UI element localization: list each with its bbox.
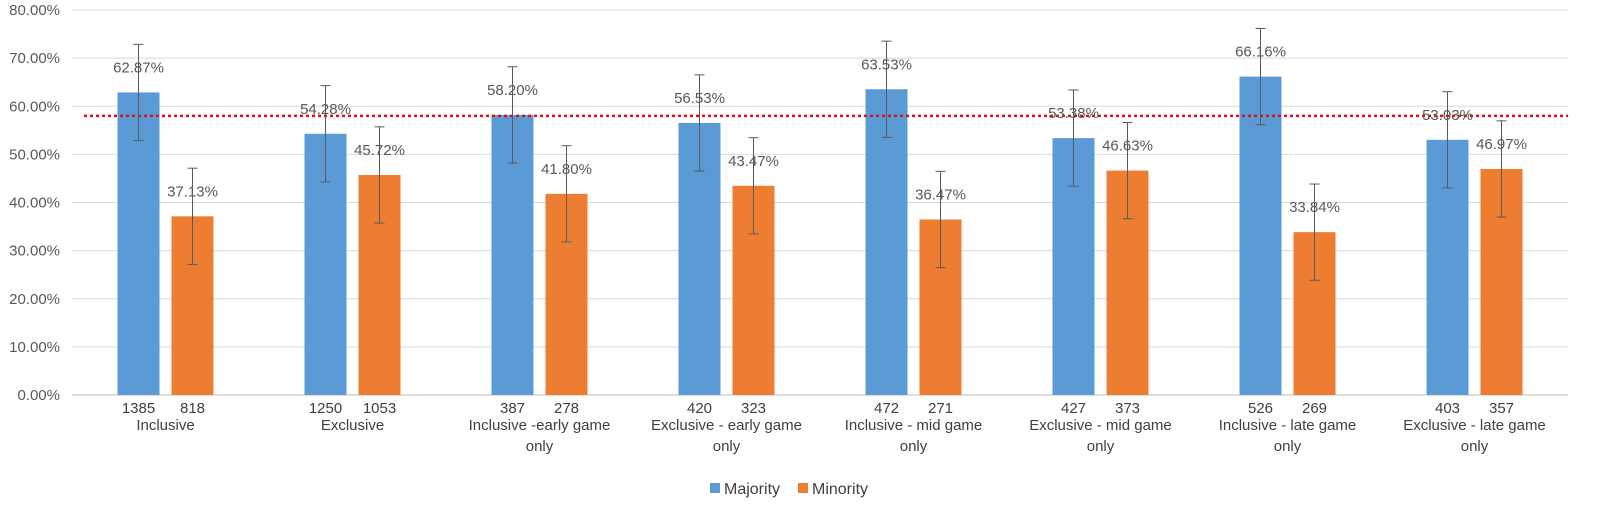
count-label: 271 [928,400,953,417]
legend-swatch [710,483,720,493]
count-label: 387 [500,400,525,417]
category-label: Exclusive - early game [651,417,802,434]
legend-label: Minority [812,481,868,498]
gridlines [72,9,1568,396]
count-label: 357 [1489,400,1514,417]
majority-bar [117,92,160,396]
category-label: Exclusive - late game [1403,417,1546,434]
x-axis: 1385 1250 387 420 472 427 526 403 818 1053 278 323 2… [122,400,1546,455]
category-label: only [1087,438,1115,455]
category-label: only [1461,438,1489,455]
category-label: Inclusive - late game [1219,417,1357,434]
data-label: 46.63% [1102,138,1153,155]
category-label: Inclusive -early game [469,417,611,434]
category-label: only [1274,438,1302,455]
legend-swatch [798,483,808,493]
data-label: 63.53% [861,56,912,73]
count-label: 278 [554,400,579,417]
category-label: Exclusive [321,417,384,434]
count-label: 818 [180,400,205,417]
y-tick-label: 0.00% [17,387,60,404]
data-label: 56.53% [674,90,725,107]
count-label: 420 [687,400,712,417]
count-label: 403 [1435,400,1460,417]
count-label: 526 [1248,400,1273,417]
y-tick-label: 60.00% [9,98,60,115]
y-tick-label: 20.00% [9,291,60,308]
count-label: 373 [1115,400,1140,417]
category-label: only [713,438,741,455]
y-tick-label: 30.00% [9,243,60,260]
data-label: 58.20% [487,82,538,99]
data-label: 36.47% [915,186,966,203]
data-label: 66.16% [1235,44,1286,61]
y-tick-label: 50.00% [9,146,60,163]
data-label: 53.03% [1422,107,1473,124]
majority-bar [1239,76,1282,395]
category-label: only [900,438,928,455]
count-label: 269 [1302,400,1327,417]
y-tick-label: 70.00% [9,50,60,67]
data-label: 54.28% [300,101,351,118]
data-labels: 62.87% 54.28% 58.20% 56.53% 63.53% 53.38% 66.1… [113,44,1527,217]
legend-label: Majority [724,481,780,498]
count-label: 323 [741,400,766,417]
data-label: 33.84% [1289,199,1340,216]
category-label: Inclusive [136,417,194,434]
error-bars [133,27,1507,281]
majority-bar [865,89,908,395]
data-label: 43.47% [728,153,779,170]
category-label: Inclusive - mid game [845,417,983,434]
count-label: 427 [1061,400,1086,417]
category-label: only [526,438,554,455]
data-label: 53.38% [1048,105,1099,122]
y-axis: 0.00% 10.00% 20.00% 30.00% 40.00% 50.00% 60.00… [9,2,60,404]
count-label: 1385 [122,400,155,417]
count-label: 1250 [309,400,342,417]
y-tick-label: 40.00% [9,195,60,212]
category-label: Exclusive - mid game [1029,417,1172,434]
legend: Majority Minority [710,481,868,498]
data-label: 41.80% [541,161,592,178]
data-label: 62.87% [113,59,164,76]
bars [117,76,1523,396]
data-label: 37.13% [167,183,218,200]
y-tick-label: 80.00% [9,2,60,19]
count-label: 1053 [363,400,396,417]
count-label: 472 [874,400,899,417]
data-label: 46.97% [1476,136,1527,153]
y-tick-label: 10.00% [9,339,60,356]
data-label: 45.72% [354,142,405,159]
